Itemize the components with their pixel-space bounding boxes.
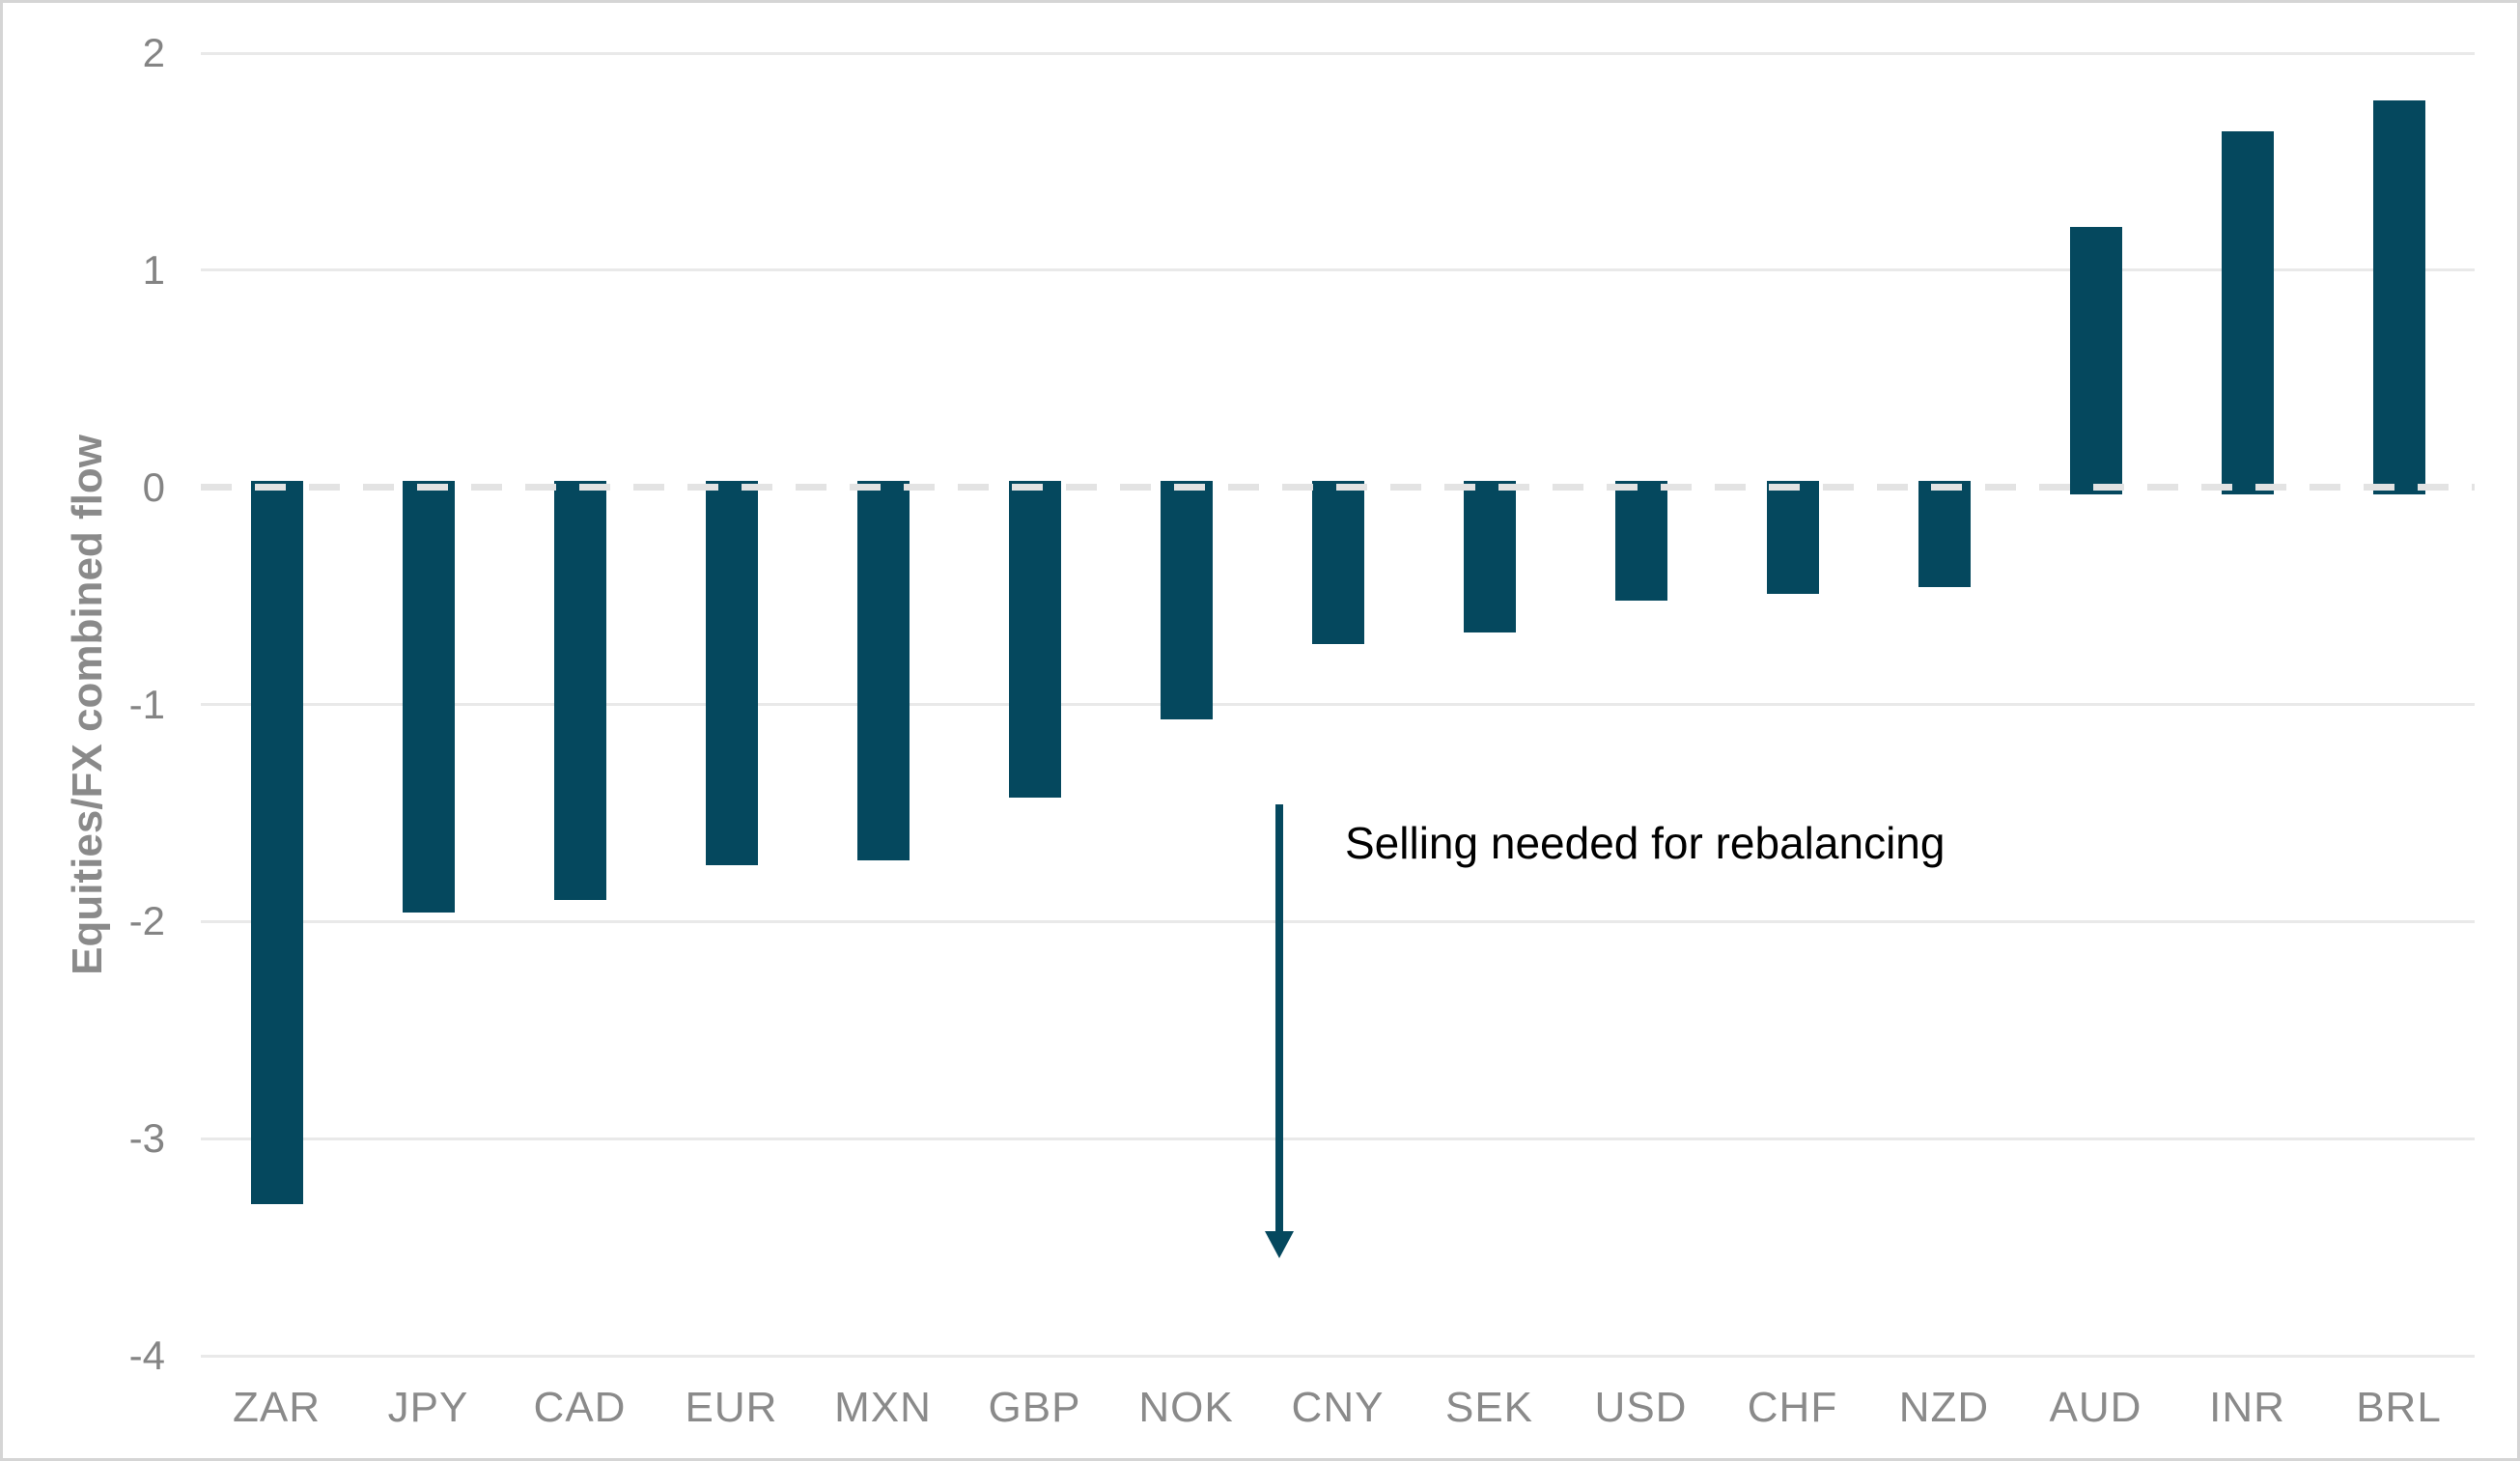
gridline bbox=[201, 919, 2475, 923]
zero-baseline-dashed bbox=[201, 484, 2475, 492]
x-label-eur: EUR bbox=[685, 1384, 778, 1431]
bar-inr bbox=[2221, 130, 2274, 494]
y-tick-label: 1 bbox=[142, 246, 165, 293]
gridline bbox=[201, 51, 2475, 55]
x-label-usd: USD bbox=[1594, 1384, 1688, 1431]
gridline bbox=[201, 1354, 2475, 1358]
bar-cad bbox=[553, 480, 606, 900]
gridline bbox=[201, 1137, 2475, 1140]
gridline bbox=[201, 703, 2475, 706]
x-label-chf: CHF bbox=[1747, 1384, 1838, 1431]
bar-zar bbox=[250, 480, 303, 1204]
bar-usd bbox=[1614, 480, 1667, 601]
x-label-aud: AUD bbox=[2049, 1384, 2142, 1431]
y-tick-label: -3 bbox=[128, 1115, 165, 1162]
bar-cny bbox=[1311, 480, 1364, 644]
down-arrow-head-icon bbox=[1265, 1231, 1294, 1258]
bar-jpy bbox=[402, 480, 455, 913]
x-label-cny: CNY bbox=[1291, 1384, 1385, 1431]
bar-eur bbox=[705, 480, 758, 865]
x-label-nzd: NZD bbox=[1898, 1384, 1990, 1431]
bar-sek bbox=[1463, 480, 1516, 633]
down-arrow-line bbox=[1275, 804, 1283, 1231]
y-tick-label: 0 bbox=[142, 464, 165, 510]
x-label-brl: BRL bbox=[2356, 1384, 2442, 1431]
bar-aud bbox=[2069, 226, 2122, 494]
x-label-nok: NOK bbox=[1138, 1384, 1234, 1431]
y-tick-label: 2 bbox=[142, 30, 165, 75]
annotation-label: Selling needed for rebalancing bbox=[1345, 818, 1946, 868]
x-label-gbp: GBP bbox=[988, 1384, 1081, 1431]
x-label-cad: CAD bbox=[533, 1384, 627, 1431]
bar-gbp bbox=[1008, 480, 1061, 799]
x-label-zar: ZAR bbox=[233, 1384, 321, 1431]
bar-nok bbox=[1160, 480, 1213, 720]
bar-brl bbox=[2372, 100, 2425, 494]
x-label-inr: INR bbox=[2209, 1384, 2285, 1431]
bar-nzd bbox=[1918, 480, 1971, 588]
x-label-mxn: MXN bbox=[834, 1384, 932, 1431]
y-tick-label: -1 bbox=[128, 681, 165, 727]
x-label-jpy: JPY bbox=[387, 1384, 469, 1431]
x-label-sek: SEK bbox=[1444, 1384, 1534, 1431]
bar-mxn bbox=[856, 480, 910, 861]
bar-chf bbox=[1766, 480, 1819, 594]
y-tick-label: -4 bbox=[128, 1333, 165, 1378]
y-tick-label: -2 bbox=[128, 898, 165, 944]
gridline bbox=[201, 268, 2475, 272]
